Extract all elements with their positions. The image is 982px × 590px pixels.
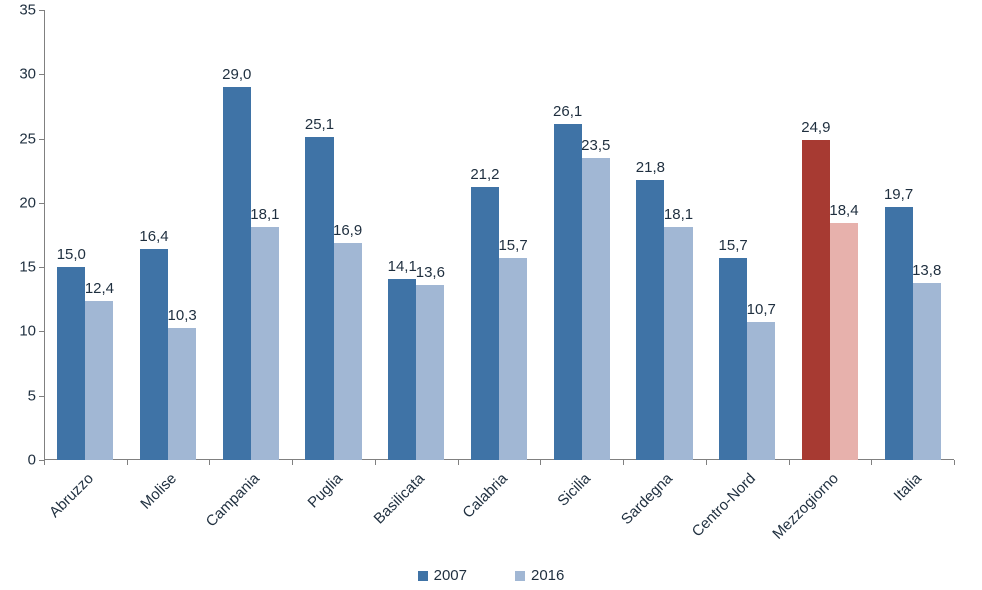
bar: 13,6: [416, 285, 444, 460]
bar: 18,4: [830, 223, 858, 460]
bar-value-label: 16,9: [333, 222, 362, 239]
bar: 26,1: [554, 124, 582, 460]
bar-value-label: 29,0: [222, 66, 251, 83]
y-tick-label: 10: [19, 323, 36, 340]
bar-value-label: 15,7: [719, 237, 748, 254]
bar-value-label: 25,1: [305, 116, 334, 133]
legend-label: 2007: [434, 567, 467, 584]
legend-item: 2016: [515, 567, 564, 584]
bar: 15,7: [499, 258, 527, 460]
bar-value-label: 13,6: [416, 264, 445, 281]
y-axis: [44, 10, 45, 460]
category-label: Abruzzo: [46, 470, 97, 521]
bar: 16,9: [334, 243, 362, 460]
y-tick-label: 35: [19, 2, 36, 19]
category-label: Sicilia: [554, 470, 594, 510]
bar-value-label: 19,7: [884, 186, 913, 203]
x-tick: [127, 460, 128, 465]
legend-item: 2007: [418, 567, 467, 584]
bar-value-label: 21,8: [636, 159, 665, 176]
category-label: Molise: [137, 470, 180, 513]
bar-value-label: 10,7: [747, 301, 776, 318]
bar: 21,8: [636, 180, 664, 460]
y-tick: [39, 331, 44, 332]
bar-value-label: 14,1: [388, 258, 417, 275]
y-tick: [39, 267, 44, 268]
bar: 18,1: [664, 227, 692, 460]
bar-value-label: 12,4: [85, 280, 114, 297]
y-tick: [39, 396, 44, 397]
category-label: Basilicata: [371, 470, 428, 527]
x-tick: [44, 460, 45, 465]
bar-value-label: 15,7: [498, 237, 527, 254]
bar-value-label: 18,4: [829, 202, 858, 219]
legend-swatch: [515, 571, 525, 581]
x-tick: [871, 460, 872, 465]
y-tick: [39, 74, 44, 75]
bar: 19,7: [885, 207, 913, 460]
bar: 13,8: [913, 283, 941, 460]
x-tick: [458, 460, 459, 465]
bar: 29,0: [223, 87, 251, 460]
x-tick: [209, 460, 210, 465]
bar: 23,5: [582, 158, 610, 460]
category-label: Italia: [890, 470, 924, 504]
bar: 15,7: [719, 258, 747, 460]
x-tick: [706, 460, 707, 465]
x-tick: [789, 460, 790, 465]
bar-value-label: 18,1: [250, 206, 279, 223]
bar: 12,4: [85, 301, 113, 460]
category-label: Calabria: [459, 470, 511, 522]
x-tick: [375, 460, 376, 465]
bar: 10,7: [747, 322, 775, 460]
category-label: Centro-Nord: [689, 470, 759, 540]
y-tick-label: 20: [19, 194, 36, 211]
y-tick-label: 30: [19, 66, 36, 83]
bar-value-label: 10,3: [168, 307, 197, 324]
legend-label: 2016: [531, 567, 564, 584]
x-tick: [540, 460, 541, 465]
bar-value-label: 15,0: [57, 246, 86, 263]
legend-swatch: [418, 571, 428, 581]
bar: 14,1: [388, 279, 416, 460]
x-tick: [623, 460, 624, 465]
bar-value-label: 18,1: [664, 206, 693, 223]
y-tick-label: 15: [19, 259, 36, 276]
bar: 15,0: [57, 267, 85, 460]
bar: 10,3: [168, 328, 196, 460]
bar-value-label: 24,9: [801, 119, 830, 136]
bar: 25,1: [305, 137, 333, 460]
x-tick: [954, 460, 955, 465]
category-label: Mezzogiorno: [769, 470, 842, 543]
y-tick: [39, 10, 44, 11]
bar-value-label: 21,2: [470, 166, 499, 183]
bar-value-label: 16,4: [139, 228, 168, 245]
chart-container: 05101520253035Abruzzo15,012,4Molise16,41…: [0, 0, 982, 590]
bar: 16,4: [140, 249, 168, 460]
bar-value-label: 23,5: [581, 137, 610, 154]
y-tick-label: 25: [19, 130, 36, 147]
y-tick-label: 0: [28, 452, 36, 469]
bar: 21,2: [471, 187, 499, 460]
legend: 2007 2016: [0, 567, 982, 584]
bar-value-label: 13,8: [912, 262, 941, 279]
bar: 24,9: [802, 140, 830, 460]
y-tick: [39, 139, 44, 140]
plot-area: 05101520253035Abruzzo15,012,4Molise16,41…: [44, 10, 954, 460]
category-label: Puglia: [304, 470, 346, 512]
y-tick: [39, 203, 44, 204]
category-label: Campania: [202, 470, 262, 530]
bar-value-label: 26,1: [553, 103, 582, 120]
y-tick-label: 5: [28, 387, 36, 404]
x-tick: [292, 460, 293, 465]
bar: 18,1: [251, 227, 279, 460]
category-label: Sardegna: [618, 470, 676, 528]
